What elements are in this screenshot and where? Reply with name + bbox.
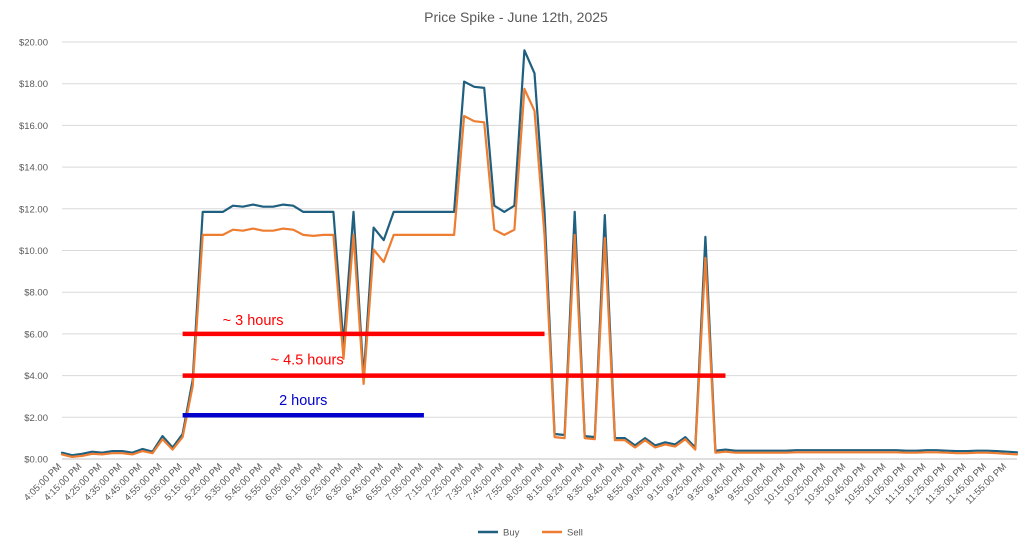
annotation-label: ~ 3 hours [223, 313, 284, 329]
y-tick-label: $12.00 [19, 204, 48, 215]
y-tick-label: $6.00 [24, 329, 48, 340]
y-tick-label: $2.00 [24, 413, 48, 424]
annotation-label: 2 hours [279, 393, 327, 409]
legend-label-sell: Sell [567, 528, 583, 539]
y-tick-label: $0.00 [24, 455, 48, 466]
legend: Buy Sell [478, 528, 583, 539]
y-tick-label: $14.00 [19, 163, 48, 174]
gridlines [62, 41, 1017, 460]
x-axis-tick-labels: 4:05:00 PM4:15:00 PM4:25:00 PM4:35:00 PM… [22, 461, 1009, 507]
annotations: ~ 3 hours ~ 4.5 hours 2 hours [182, 313, 726, 418]
series-lines [60, 49, 1019, 458]
y-tick-label: $8.00 [24, 288, 48, 299]
series-line-buy [60, 49, 1019, 457]
y-tick-label: $20.00 [19, 38, 48, 49]
legend-label-buy: Buy [503, 528, 520, 539]
annotation-label: ~ 4.5 hours [271, 353, 344, 369]
y-tick-label: $4.00 [24, 371, 48, 382]
y-tick-label: $16.00 [19, 121, 48, 132]
series-line-sell [60, 87, 1019, 458]
y-axis-tick-labels: $0.00 $2.00 $4.00 $6.00 $8.00 $10.00 $12.00 $14… [19, 38, 48, 466]
chart-title: Price Spike - June 12th, 2025 [424, 9, 608, 25]
y-tick-label: $10.00 [19, 246, 48, 257]
y-tick-label: $18.00 [19, 79, 48, 90]
